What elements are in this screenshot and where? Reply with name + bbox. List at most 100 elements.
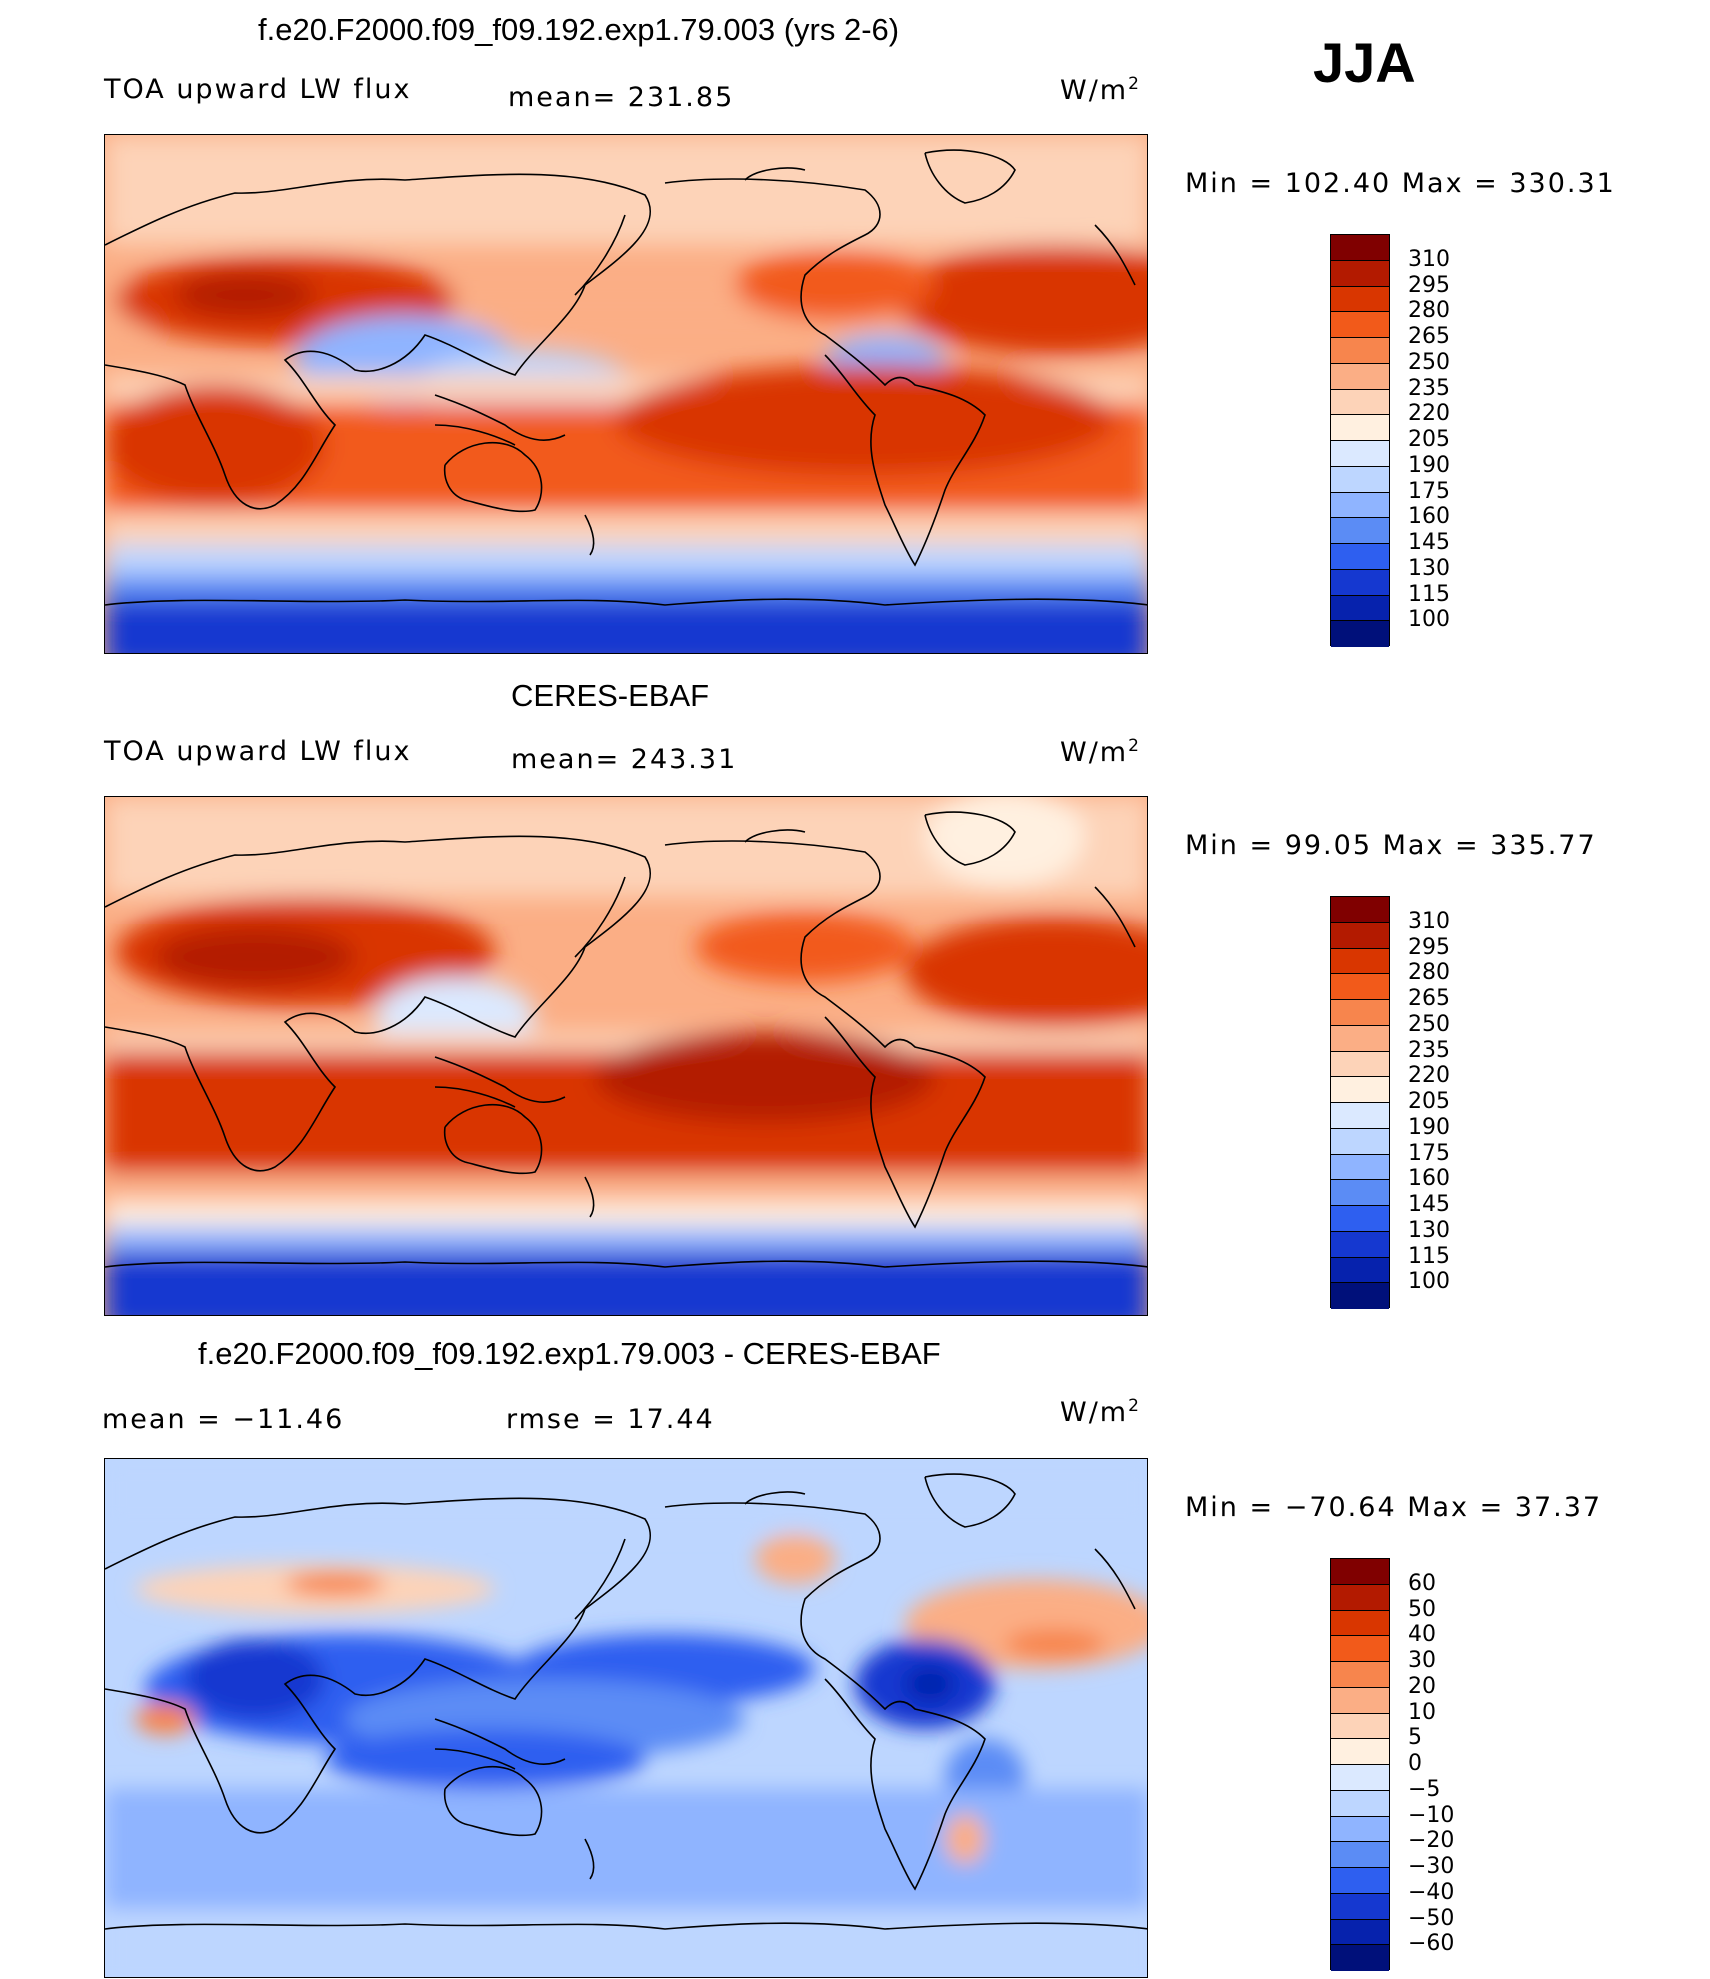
colorbar-segment (1331, 569, 1389, 596)
colorbar-tick-label: 20 (1408, 1673, 1436, 1699)
units-label: W/m2 (1060, 736, 1141, 768)
colorbar-tick-label: 235 (1408, 375, 1450, 401)
panel-title: CERES-EBAF (511, 678, 710, 713)
colorbar-segment (1331, 363, 1389, 390)
colorbar-tick-label: 295 (1408, 934, 1450, 960)
colorbar-segment (1331, 544, 1389, 570)
coastlines (105, 811, 1147, 1268)
colorbar-segment (1331, 1154, 1389, 1181)
colorbar-tick-label: 190 (1408, 1114, 1450, 1140)
colorbar-segment (1331, 1842, 1389, 1868)
colorbar-tick-label: 175 (1408, 478, 1450, 504)
colorbar-segment (1331, 1662, 1389, 1688)
colorbar-segment (1331, 1584, 1389, 1611)
colorbar-segment (1331, 441, 1389, 467)
colorbar-tick-label: 280 (1408, 298, 1450, 324)
colorbar-tick-label: −60 (1408, 1931, 1455, 1957)
colorbar-segment (1331, 1610, 1389, 1637)
colorbar-segment (1331, 492, 1389, 519)
colorbar-segment (1331, 1231, 1389, 1258)
colorbar-tick-label: 310 (1408, 246, 1450, 272)
colorbar-tick-label: 175 (1408, 1140, 1450, 1166)
colorbar-tick-label: 130 (1408, 555, 1450, 581)
colorbar-segment (1331, 1636, 1389, 1662)
colorbar-segment (1331, 1945, 1389, 1971)
variable-label: TOA upward LW flux (104, 74, 412, 105)
colorbar-tick-label: −30 (1408, 1854, 1455, 1879)
colorbar-tick-label: 130 (1408, 1217, 1450, 1243)
colorbar-segment (1331, 1893, 1389, 1920)
colorbar-tick-label: 60 (1408, 1570, 1436, 1596)
colorbar-tick-label: 100 (1408, 607, 1450, 633)
colorbar-segment (1331, 1180, 1389, 1206)
colorbar-tick-label: 280 (1408, 960, 1450, 986)
panel-title: f.e20.F2000.f09_f09.192.exp1.79.003 (yrs… (258, 12, 900, 47)
colorbar-tick-label: 295 (1408, 272, 1450, 298)
min-max-label: Min = −70.64 Max = 37.37 (1185, 1492, 1603, 1523)
coastlines (105, 1473, 1147, 1930)
colorbar-segment (1331, 286, 1389, 313)
colorbar-segment (1331, 974, 1389, 1000)
colorbar-tick-label: 220 (1408, 1063, 1450, 1089)
colorbar-segment (1331, 1868, 1389, 1894)
colorbar-segment (1331, 1765, 1389, 1791)
colorbar-tick-label: 40 (1408, 1622, 1436, 1648)
mean-label: mean= 231.85 (508, 82, 735, 113)
colorbar (1330, 234, 1390, 647)
colorbar-segment (1331, 948, 1389, 975)
colorbar-tick-label: 160 (1408, 1166, 1450, 1192)
colorbar-tick-label: 265 (1408, 324, 1450, 349)
colorbar-tick-label: 145 (1408, 1192, 1450, 1217)
colorbar-tick-label: −10 (1408, 1802, 1455, 1828)
colorbar-tick-label: 205 (1408, 1089, 1450, 1114)
colorbar-segment (1331, 897, 1389, 923)
panel-title: f.e20.F2000.f09_f09.192.exp1.79.003 - CE… (198, 1336, 941, 1371)
colorbar (1330, 896, 1390, 1309)
colorbar-segment (1331, 1257, 1389, 1284)
min-max-label: Min = 102.40 Max = 330.31 (1185, 168, 1616, 199)
colorbar-tick-label: 115 (1408, 1243, 1450, 1269)
min-max-label: Min = 99.05 Max = 335.77 (1185, 830, 1597, 861)
variable-label: TOA upward LW flux (104, 736, 412, 767)
map-ceres-toa-lw (104, 796, 1148, 1316)
colorbar-tick-label: 310 (1408, 908, 1450, 934)
colorbar-tick-label: −20 (1408, 1828, 1455, 1854)
colorbar-segment (1331, 595, 1389, 622)
colorbar-segment (1331, 1687, 1389, 1714)
mean-label: mean= 243.31 (511, 744, 738, 775)
colorbar-tick-label: 160 (1408, 504, 1450, 530)
colorbar-segment (1331, 922, 1389, 949)
colorbar-segment (1331, 1739, 1389, 1765)
colorbar-tick-label: 145 (1408, 530, 1450, 555)
colorbar-segment (1331, 1790, 1389, 1817)
colorbar-segment (1331, 415, 1389, 441)
colorbar-tick-label: 190 (1408, 452, 1450, 478)
colorbar-tick-label: −40 (1408, 1879, 1455, 1905)
colorbar-tick-label: 0 (1408, 1751, 1422, 1776)
colorbar-segment (1331, 1077, 1389, 1103)
colorbar-tick-label: 220 (1408, 401, 1450, 427)
colorbar-segment (1331, 389, 1389, 416)
season-label: JJA (1313, 31, 1416, 94)
colorbar-segment (1331, 235, 1389, 261)
colorbar-tick-label: 5 (1408, 1725, 1422, 1751)
rmse-label: rmse = 17.44 (506, 1404, 715, 1435)
colorbar-segment (1331, 312, 1389, 338)
colorbar-tick-label: 10 (1408, 1699, 1436, 1725)
colorbar-segment (1331, 1051, 1389, 1078)
colorbar-segment (1331, 1206, 1389, 1232)
colorbar-segment (1331, 1283, 1389, 1309)
colorbar-segment (1331, 338, 1389, 364)
colorbar-tick-label: 50 (1408, 1596, 1436, 1622)
colorbar-tick-label: 100 (1408, 1269, 1450, 1295)
colorbar-tick-label: 30 (1408, 1648, 1436, 1673)
colorbar-tick-label: 250 (1408, 349, 1450, 375)
colorbar (1330, 1558, 1390, 1971)
mean-label: mean = −11.46 (102, 1404, 345, 1435)
colorbar-segment (1331, 466, 1389, 493)
colorbar-segment (1331, 1000, 1389, 1026)
colorbar-segment (1331, 518, 1389, 544)
colorbar-tick-label: 205 (1408, 427, 1450, 452)
colorbar-segment (1331, 621, 1389, 647)
coastlines (105, 149, 1147, 606)
